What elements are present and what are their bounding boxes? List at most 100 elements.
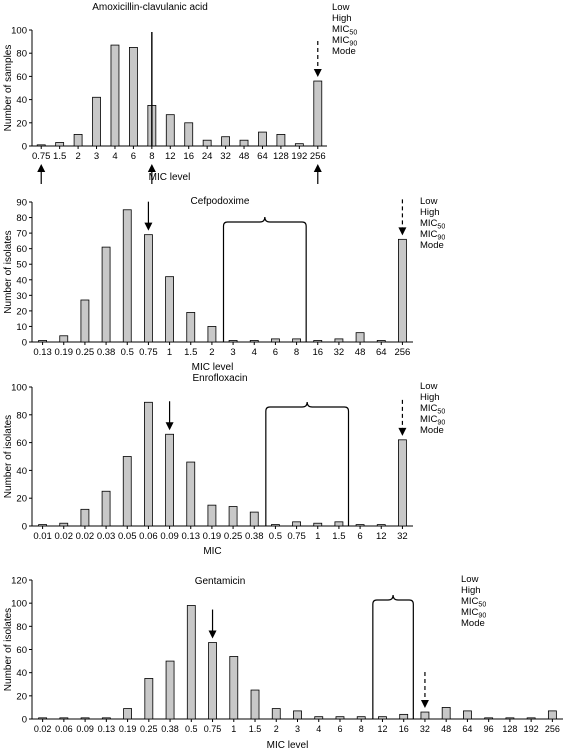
bar xyxy=(38,717,48,720)
x-tick-label: 0.13 xyxy=(33,347,52,358)
x-tick-label: 3 xyxy=(295,724,300,734)
x-tick-label: 6 xyxy=(357,531,362,542)
bar xyxy=(221,136,230,147)
chart-panel-1: 0 20 40 60 80 100 0.75 1.5 2 3 4 6 8 12 16 24 32 48 64 128 1… xyxy=(3,2,357,184)
x-tick-label: 0.13 xyxy=(182,531,201,542)
bar xyxy=(356,716,366,720)
bar xyxy=(228,506,238,527)
x-tick-label: 128 xyxy=(502,724,517,734)
x-tick-label: 0.09 xyxy=(160,531,179,542)
y-tick-label: 100 xyxy=(11,26,27,37)
bar xyxy=(292,521,301,527)
legend-entry: MIC90 xyxy=(420,414,445,427)
bar xyxy=(420,711,430,720)
x-tick-label: 0.75 xyxy=(32,151,51,162)
x-tick-label: 12 xyxy=(376,531,387,542)
y-tick-label: 40 xyxy=(16,275,27,286)
bar xyxy=(378,716,387,720)
bar xyxy=(526,717,536,720)
bar xyxy=(334,338,344,343)
x-tick-label: 6 xyxy=(273,347,278,358)
bar xyxy=(484,717,494,720)
x-tick-label: 4 xyxy=(316,724,321,734)
x-tick-label: 0.06 xyxy=(55,724,73,734)
bar xyxy=(355,524,365,527)
x-tick-label: 6 xyxy=(131,151,136,162)
y-tick-label: 20 xyxy=(16,118,27,129)
y-tick-label: 80 xyxy=(16,213,27,224)
bar xyxy=(314,716,324,720)
bar xyxy=(271,524,280,527)
x-tick-label: 6 xyxy=(337,724,342,734)
x-tick-label: 0.75 xyxy=(139,347,158,358)
bar xyxy=(208,642,217,720)
bar xyxy=(250,689,260,720)
y-tick-label: 20 xyxy=(16,306,27,317)
bar xyxy=(38,524,47,527)
legend-entry: Mode xyxy=(420,240,444,251)
x-axis-label: MIC xyxy=(203,546,221,557)
bar xyxy=(36,144,46,147)
legend-entry: MIC50 xyxy=(461,596,486,609)
x-tick-label: 1 xyxy=(315,531,320,542)
x-tick-label: 0.38 xyxy=(97,347,116,358)
bar xyxy=(55,142,65,147)
y-tick-label: 0 xyxy=(22,522,27,533)
y-tick-label: 70 xyxy=(16,229,27,240)
x-tick-label: 96 xyxy=(484,724,494,734)
range-brace xyxy=(222,216,307,342)
range-brace xyxy=(372,594,414,719)
x-tick-label: 256 xyxy=(310,151,326,162)
x-tick-label: 12 xyxy=(165,151,176,162)
y-axis-label: Number of isolates xyxy=(3,415,14,498)
y-tick-label: 80 xyxy=(16,49,27,60)
chart-title: Gentamicin xyxy=(195,576,246,587)
x-tick-label: 8 xyxy=(359,724,364,734)
x-tick-label: 0.13 xyxy=(98,724,116,734)
mic50-arrow-head xyxy=(208,630,217,639)
x-tick-label: 256 xyxy=(394,347,410,358)
x-tick-label: 0.03 xyxy=(97,531,116,542)
bar xyxy=(59,522,69,527)
x-tick-label: 0.75 xyxy=(204,724,222,734)
x-tick-label: 0.38 xyxy=(245,531,264,542)
x-tick-label: 0.25 xyxy=(224,531,243,542)
bar xyxy=(249,340,259,343)
mic50-lower-arrow-head xyxy=(147,164,156,172)
legend-entry: MIC90 xyxy=(332,35,357,48)
bar xyxy=(463,710,472,720)
bar xyxy=(122,209,132,343)
bar xyxy=(186,605,196,720)
x-tick-label: 24 xyxy=(202,151,213,162)
y-tick-label: 20 xyxy=(16,691,27,702)
y-tick-label: 20 xyxy=(16,494,27,505)
x-tick-label: 0.25 xyxy=(140,724,158,734)
x-tick-label: 0.02 xyxy=(55,531,74,542)
bar xyxy=(80,508,90,527)
x-tick-label: 1 xyxy=(231,724,236,734)
y-tick-label: 80 xyxy=(16,622,27,633)
legend-entry: MIC50 xyxy=(420,403,445,416)
x-tick-label: 2 xyxy=(274,724,279,734)
bar xyxy=(313,80,323,147)
x-tick-label: 0.05 xyxy=(118,531,137,542)
x-tick-label: 0.19 xyxy=(203,531,222,542)
bar xyxy=(376,340,386,343)
x-tick-label: 192 xyxy=(291,151,307,162)
mic90-arrow-head xyxy=(313,69,322,78)
y-axis-label: Number of isolates xyxy=(3,608,14,691)
y-tick-label: 0 xyxy=(22,338,27,349)
x-tick-label: 32 xyxy=(334,347,345,358)
x-tick-label: 4 xyxy=(252,347,257,358)
bar xyxy=(376,524,386,527)
legend-entry: Mode xyxy=(420,425,444,436)
mic90-arrow-head xyxy=(420,700,429,709)
y-tick-label: 100 xyxy=(11,599,27,610)
bar xyxy=(165,660,175,720)
legend-entry: MIC90 xyxy=(461,607,486,620)
x-tick-label: 3 xyxy=(230,347,235,358)
y-tick-label: 50 xyxy=(16,260,27,271)
bar xyxy=(123,708,132,720)
